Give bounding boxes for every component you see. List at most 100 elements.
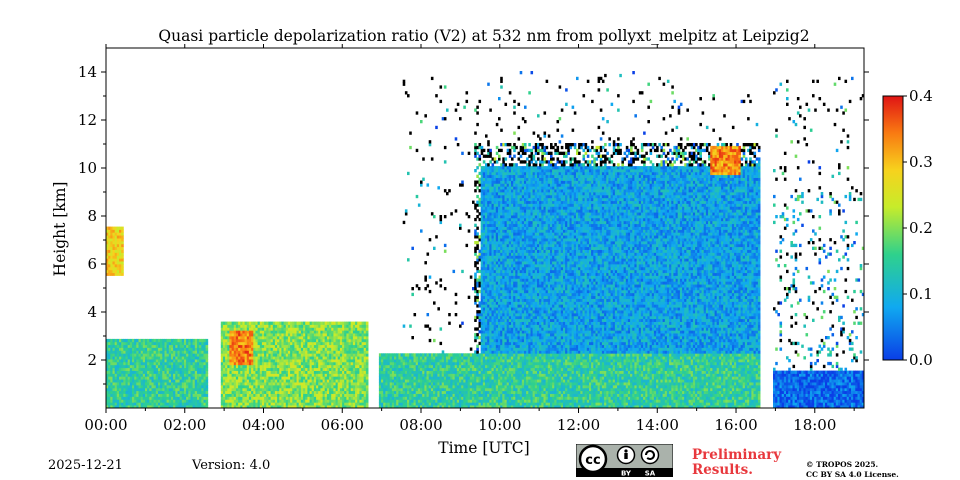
heatmap-cell bbox=[493, 387, 497, 392]
heatmap-cell bbox=[270, 370, 274, 374]
heatmap-cell bbox=[290, 376, 293, 380]
heatmap-cell bbox=[235, 367, 239, 371]
heatmap-cell bbox=[192, 379, 196, 383]
heatmap-cell bbox=[285, 324, 289, 328]
heatmap-cell bbox=[149, 370, 152, 374]
heatmap-cell bbox=[147, 350, 150, 354]
heatmap-cell bbox=[197, 399, 200, 403]
heatmap-cell bbox=[255, 350, 258, 354]
heatmap-cell bbox=[415, 390, 419, 394]
heatmap-cell bbox=[339, 321, 343, 325]
heatmap-cell bbox=[480, 166, 484, 170]
heatmap-cell bbox=[142, 367, 146, 371]
heatmap-cell bbox=[147, 379, 150, 383]
heatmap-cell bbox=[450, 353, 453, 357]
heatmap-cell bbox=[352, 341, 356, 346]
heatmap-cell bbox=[292, 359, 295, 363]
heatmap-cell bbox=[365, 379, 369, 383]
heatmap-cell bbox=[235, 385, 239, 389]
heatmap-cell bbox=[112, 235, 116, 239]
heatmap-cell bbox=[127, 353, 131, 357]
heatmap-cell bbox=[188, 347, 191, 351]
heatmap-cell bbox=[257, 399, 261, 403]
heatmap-cell bbox=[281, 405, 284, 408]
heatmap-cell bbox=[175, 370, 178, 374]
heatmap-cell bbox=[231, 356, 235, 360]
heatmap-cell bbox=[324, 402, 328, 406]
heatmap-cell bbox=[270, 330, 274, 334]
heatmap-cell bbox=[359, 373, 362, 377]
heatmap-cell bbox=[433, 359, 436, 363]
heatmap-cell bbox=[450, 399, 453, 403]
heatmap-cell bbox=[173, 350, 176, 354]
heatmap-cell bbox=[270, 373, 274, 377]
heatmap-cell bbox=[361, 367, 365, 371]
heatmap-cell bbox=[352, 399, 356, 403]
heatmap-cell bbox=[153, 385, 157, 389]
heatmap-cell bbox=[485, 209, 488, 213]
heatmap-cell bbox=[264, 382, 267, 386]
heatmap-cell bbox=[266, 330, 269, 334]
heatmap-cell bbox=[303, 353, 306, 357]
heatmap-cell bbox=[322, 350, 326, 354]
heatmap-cell bbox=[441, 353, 445, 357]
heatmap-cell bbox=[437, 399, 440, 403]
heatmap-cell bbox=[145, 370, 148, 374]
heatmap-cell bbox=[398, 393, 401, 397]
heatmap-cell bbox=[430, 393, 434, 397]
heatmap-cell bbox=[359, 405, 362, 408]
heatmap-cell bbox=[132, 402, 135, 406]
heatmap-cell bbox=[235, 338, 239, 343]
heatmap-cell bbox=[344, 350, 347, 354]
heatmap-cell bbox=[162, 373, 165, 377]
heatmap-cell bbox=[132, 387, 135, 392]
heatmap-cell bbox=[199, 359, 202, 363]
heatmap-cell bbox=[106, 390, 109, 394]
heatmap-cell bbox=[106, 261, 109, 265]
heatmap-cell bbox=[134, 373, 137, 377]
heatmap-cell bbox=[493, 318, 497, 322]
heatmap-cell bbox=[487, 192, 490, 196]
heatmap-cell bbox=[482, 379, 486, 383]
heatmap-cell bbox=[365, 336, 369, 340]
heatmap-cell bbox=[329, 379, 332, 383]
heatmap-cell bbox=[357, 370, 360, 374]
heatmap-cell bbox=[402, 387, 406, 392]
heatmap-cell bbox=[426, 356, 430, 360]
heatmap-cell bbox=[337, 376, 341, 380]
heatmap-cell bbox=[489, 310, 492, 314]
heatmap-cell bbox=[203, 396, 207, 400]
heatmap-cell bbox=[383, 353, 386, 357]
heatmap-cell bbox=[463, 364, 466, 369]
heatmap-cell bbox=[205, 367, 209, 371]
heatmap-cell bbox=[339, 399, 343, 403]
heatmap-cell bbox=[383, 393, 386, 397]
heatmap-cell bbox=[443, 160, 447, 164]
heatmap-cell bbox=[309, 341, 313, 346]
heatmap-cell bbox=[242, 382, 245, 386]
heatmap-cell bbox=[435, 370, 438, 374]
heatmap-cell bbox=[164, 379, 168, 383]
heatmap-cell bbox=[116, 243, 120, 248]
heatmap-cell bbox=[342, 338, 345, 343]
heatmap-cell bbox=[342, 333, 345, 337]
heatmap-cell bbox=[487, 289, 490, 294]
heatmap-cell bbox=[186, 367, 189, 371]
heatmap-cell bbox=[346, 341, 349, 346]
heatmap-cell bbox=[489, 393, 492, 397]
heatmap-cell bbox=[177, 370, 181, 374]
heatmap-cell bbox=[229, 336, 232, 340]
heatmap-cell bbox=[324, 321, 328, 325]
heatmap-cell bbox=[339, 385, 343, 389]
heatmap-cell bbox=[184, 338, 187, 343]
heatmap-cell bbox=[238, 356, 241, 360]
heatmap-cell bbox=[233, 396, 237, 400]
heatmap-cell bbox=[385, 387, 388, 392]
heatmap-cell bbox=[201, 364, 204, 369]
heatmap-cell bbox=[352, 367, 356, 371]
heatmap-cell bbox=[461, 151, 464, 155]
heatmap-cell bbox=[329, 364, 332, 369]
heatmap-cell bbox=[435, 367, 438, 371]
heatmap-cell bbox=[173, 396, 176, 400]
heatmap-cell bbox=[407, 359, 410, 363]
